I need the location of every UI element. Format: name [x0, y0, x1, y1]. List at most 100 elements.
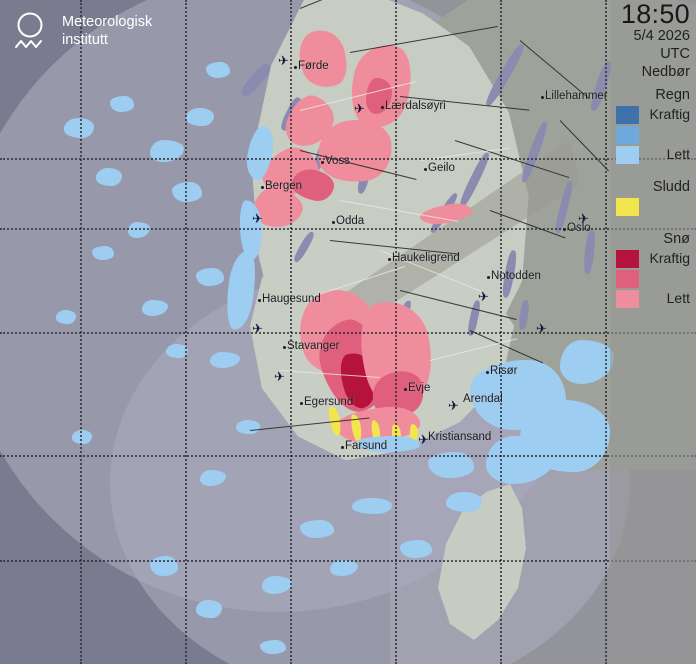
airport-plane-icon: ✈ — [354, 101, 365, 116]
place-marker-dot — [388, 258, 391, 261]
place-marker-dot — [283, 346, 286, 349]
place-label: Kristiansand — [428, 431, 492, 443]
place-marker-dot — [563, 228, 566, 231]
place-marker-dot — [487, 276, 490, 279]
precip-cell-rain-light — [150, 140, 184, 162]
place-marker-dot — [258, 299, 261, 302]
airport-plane-icon: ✈ — [252, 211, 263, 226]
airport-plane-icon: ✈ — [278, 53, 289, 68]
place-marker-dot — [321, 161, 324, 164]
legend-color-swatch — [616, 249, 639, 268]
legend-row — [610, 197, 690, 217]
precip-cell-rain-light — [166, 344, 188, 358]
legend-row — [610, 125, 690, 145]
legend-row: Lett — [610, 145, 690, 165]
clock-time: 18:50 — [620, 0, 690, 29]
logo-line-1: Meteorologisk — [62, 14, 153, 31]
precip-cell-rain-light — [236, 420, 260, 434]
legend-spacer — [610, 217, 690, 225]
place-marker-dot — [424, 168, 427, 171]
place-label: Arendal — [463, 393, 503, 405]
place-label: Voss — [325, 155, 350, 167]
legend-color-swatch — [616, 126, 639, 145]
precip-cell-rain-light — [72, 430, 92, 444]
place-label: Notodden — [491, 270, 541, 282]
precip-cell-rain-light — [210, 352, 240, 368]
legend-row — [610, 269, 690, 289]
precip-cell-rain-light — [260, 640, 286, 654]
legend-parameter-title: Nedbør — [641, 63, 690, 80]
place-label: Risør — [490, 365, 518, 377]
place-label: Farsund — [345, 440, 388, 452]
legend-color-swatch — [616, 269, 639, 288]
place-label: Stavanger — [287, 340, 340, 352]
place-marker-dot — [294, 66, 297, 69]
legend-intensity-label: Kraftig — [649, 106, 690, 123]
gridline-horizontal — [0, 228, 696, 230]
place-label: Haukeligrend — [392, 252, 460, 264]
precip-cell-rain-light — [186, 108, 214, 126]
legend-row: Kraftig — [610, 249, 690, 269]
met-circle-wave-icon — [12, 10, 52, 54]
precip-cell-rain-light — [356, 436, 420, 452]
place-label: Lærdalsøyri — [385, 100, 446, 112]
place-marker-dot — [341, 446, 344, 449]
place-label: Haugesund — [262, 293, 321, 305]
legend-group-title: Regn — [655, 87, 690, 104]
place-marker-dot — [381, 106, 384, 109]
precip-cell-rain-light — [330, 560, 358, 576]
airport-plane-icon: ✈ — [578, 211, 589, 226]
precip-cell-rain-light — [352, 498, 392, 514]
precip-cell-rain-light — [172, 182, 202, 202]
airport-plane-icon: ✈ — [448, 398, 459, 413]
clock-timezone: UTC — [660, 46, 690, 63]
gridline-horizontal — [0, 560, 696, 562]
legend-row: Lett — [610, 289, 690, 309]
place-label: Bergen — [265, 180, 303, 192]
legend-intensity-label: Lett — [666, 289, 690, 306]
place-label: Odda — [336, 215, 365, 227]
airport-plane-icon: ✈ — [536, 321, 547, 336]
place-marker-dot — [486, 371, 489, 374]
precip-cell-rain-light — [56, 310, 76, 324]
legend-color-swatch — [616, 198, 639, 217]
legend-intensity-label: Lett — [666, 146, 690, 163]
place-label: Evje — [408, 382, 431, 394]
legend-intensity-label: Kraftig — [649, 249, 690, 266]
legend-color-swatch — [616, 289, 639, 308]
precip-cell-rain-light — [96, 168, 122, 186]
gridline-horizontal — [0, 158, 696, 160]
place-marker-dot — [541, 96, 544, 99]
precip-cell-rain-light — [196, 600, 222, 618]
place-marker-dot — [300, 402, 303, 405]
legend-row: Kraftig — [610, 105, 690, 125]
place-marker-dot — [332, 221, 335, 224]
legend-groups: Regn Kraftig Lett Sludd Snø Kraftig Lett — [610, 86, 690, 317]
place-label: Førde — [298, 60, 329, 72]
precip-cell-rain-light — [206, 62, 230, 78]
logo-line-2: institutt — [62, 32, 108, 48]
precip-cell-rain-light — [262, 576, 292, 594]
legend-group-title: Snø — [663, 231, 690, 248]
airport-plane-icon: ✈ — [274, 369, 285, 384]
legend-group-title: Sludd — [652, 179, 690, 196]
airport-plane-icon: ✈ — [478, 289, 489, 304]
met-institute-logo: Meteorologisk institutt — [12, 10, 152, 54]
legend-spacer — [610, 165, 690, 173]
place-label: Oslo — [567, 222, 591, 234]
place-marker-dot — [404, 388, 407, 391]
precip-cell-rain-light — [196, 268, 224, 286]
airport-plane-icon: ✈ — [418, 432, 429, 447]
precip-cell-rain-light — [200, 470, 226, 486]
place-label: Lillehammer — [545, 90, 608, 102]
place-marker-dot — [261, 186, 264, 189]
precip-cell-rain-light — [92, 246, 114, 260]
airport-plane-icon: ✈ — [252, 321, 263, 336]
precip-cell-rain-light — [400, 540, 432, 558]
precip-cell-rain-light — [110, 96, 134, 112]
gridline-horizontal — [0, 455, 696, 457]
